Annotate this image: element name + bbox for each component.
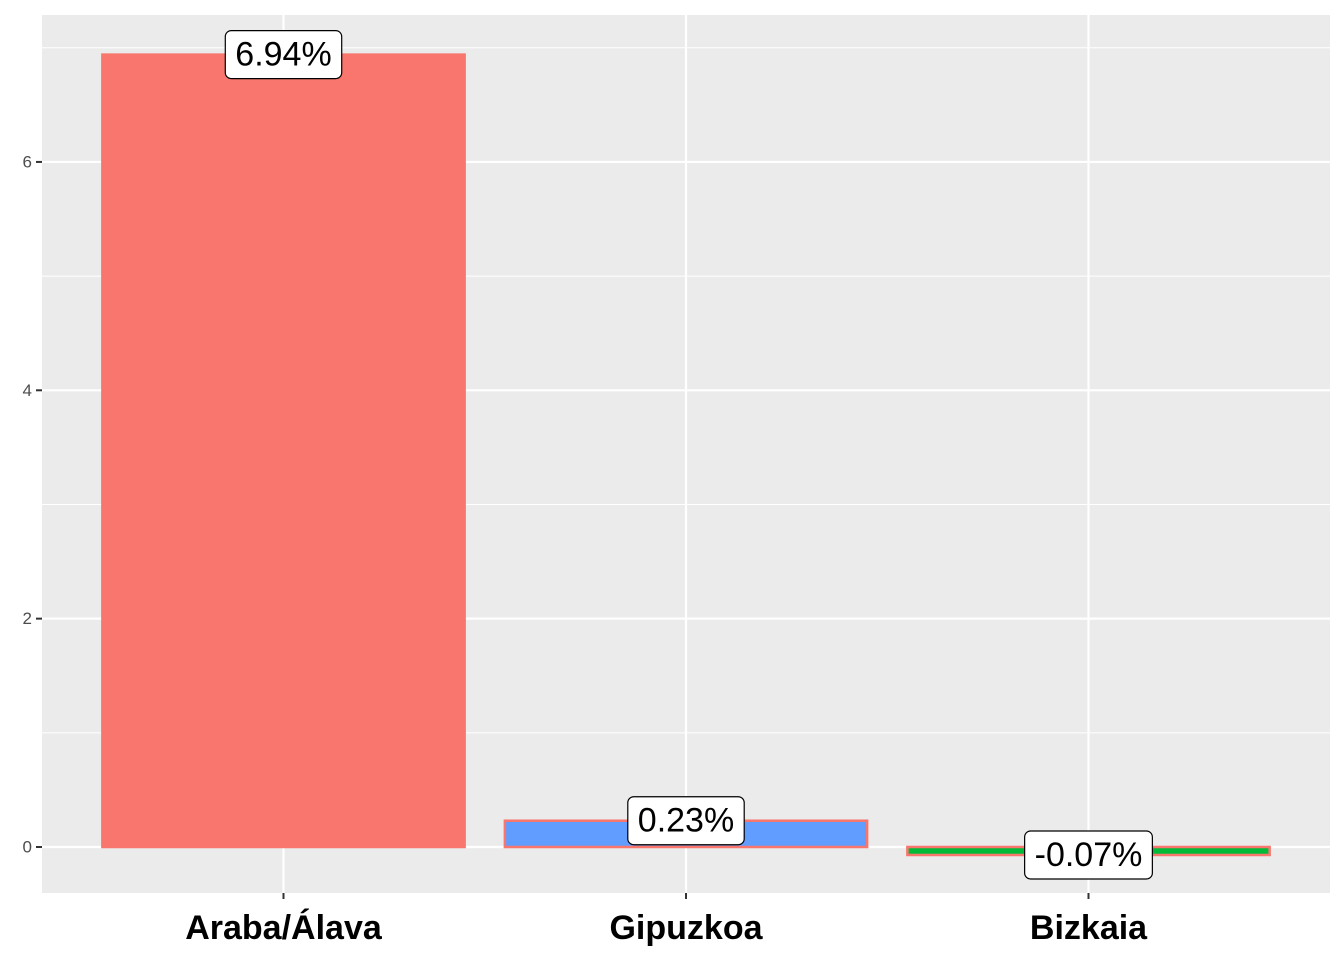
value-label: 0.23%	[627, 796, 745, 846]
x-tick-label: Bizkaia	[1030, 909, 1148, 947]
y-tick-label: 4	[23, 381, 32, 400]
value-label-box	[224, 30, 343, 80]
x-tick-label: Araba/Álava	[185, 909, 383, 947]
x-tick-label: Gipuzkoa	[609, 909, 763, 947]
y-tick-label: 2	[23, 609, 32, 628]
value-label-box	[1024, 830, 1153, 880]
value-label-text: -0.07%	[1035, 836, 1143, 874]
value-label: -0.07%	[1024, 830, 1153, 880]
value-label-text: 0.23%	[638, 802, 734, 840]
value-label-box	[627, 796, 745, 846]
bar	[101, 53, 466, 849]
value-label: 6.94%	[224, 30, 343, 80]
y-tick-label: 6	[23, 152, 32, 171]
y-tick-label: 0	[23, 837, 32, 856]
value-label-text: 6.94%	[235, 36, 331, 74]
